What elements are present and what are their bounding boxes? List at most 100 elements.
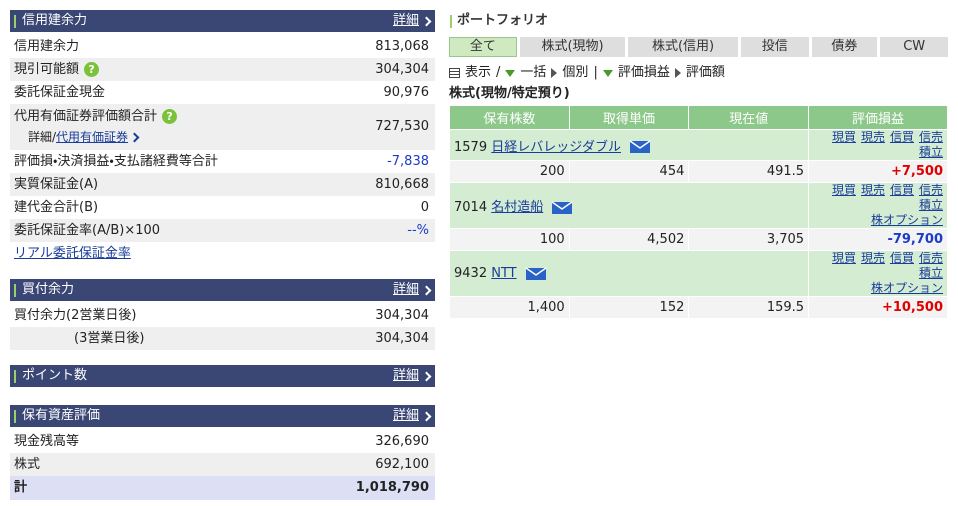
help-icon[interactable]: ? [84, 62, 100, 77]
action-link[interactable]: 信買 [889, 130, 914, 144]
holding-cost: 454 [568, 160, 690, 183]
action-link[interactable]: 積立 [918, 145, 943, 159]
help-icon[interactable]: ? [162, 109, 178, 124]
holding-price: 491.5 [688, 160, 810, 183]
table-body: 1579 日経レバレッジダブル 現買 現売 信買 信売積立 200 454 491.5 +7,5… [448, 129, 948, 319]
detail-link[interactable]: 詳細 [392, 368, 419, 383]
detail-link[interactable]: 詳細 [392, 13, 419, 28]
holding-cost: 4,502 [568, 228, 690, 251]
row-label: 委託保証金現金 [14, 81, 105, 104]
option-link[interactable]: 株オプション [870, 281, 943, 295]
tab[interactable]: 株式(信用) [628, 37, 738, 57]
margin-section: 信用建余力 詳細 信用建余力 813,068 現引可能額? 304,304 委託保証金現金 9… [10, 10, 435, 265]
action-link[interactable]: 現買 [831, 130, 856, 144]
tab[interactable]: CW [880, 37, 949, 57]
value: 810,668 [375, 177, 429, 192]
section-title: ポイント数 [22, 368, 88, 383]
action-link[interactable]: 現売 [860, 251, 885, 265]
stock-name[interactable]: 名村造船 [491, 200, 544, 215]
action-link[interactable]: 信売 [918, 251, 943, 265]
label: 評価損・決済損益・支払諸経費等合計 [14, 154, 218, 169]
tab[interactable]: 投信 [740, 37, 809, 57]
action-line: 現買 現売 信買 信売積立 [813, 130, 943, 160]
column-header: 取得単価 [568, 105, 690, 130]
action-link[interactable]: 積立 [918, 266, 943, 280]
chevron [421, 285, 432, 296]
value: --% [407, 223, 429, 238]
action-link[interactable]: 現売 [860, 130, 885, 144]
toolbar-item[interactable]: 一括 [520, 65, 547, 80]
holding-name-row: 9432 NTT 現買 現売 信買 信売積立 株オプション [448, 250, 948, 297]
sub-link[interactable]: 代用有価証券 [56, 130, 129, 144]
tab[interactable]: 株式(現物) [519, 37, 626, 57]
action-link[interactable]: 信買 [889, 183, 914, 197]
toolbar-item: | [593, 65, 598, 80]
detail-link[interactable]: 詳細 [392, 282, 419, 297]
section-header: 信用建余力 詳細 [10, 10, 435, 32]
row: 実質保証金(A) 810,668 [10, 173, 435, 196]
chevron [421, 16, 432, 27]
action-link[interactable]: 現買 [831, 183, 856, 197]
mail-icon[interactable] [629, 140, 651, 154]
column-header: 評価損益 [808, 105, 948, 130]
value: 0 [420, 200, 429, 215]
table-header: 保有株数 取得単価 現在値 評価損益 [449, 105, 948, 130]
toolbar-item[interactable]: 評価額 [685, 65, 725, 80]
stock-name[interactable]: NTT [491, 266, 517, 281]
label: (3営業日後) [74, 331, 145, 346]
row: リアル委託保証金率 [10, 242, 435, 265]
holding-cost: 152 [568, 296, 690, 319]
row-label: 実質保証金(A) [14, 173, 98, 196]
option-line: 株オプション [813, 281, 943, 296]
holdings-table: 保有株数 取得単価 現在値 評価損益 1579 日経レバレッジダブル 現買 現売 信買 信売積立… [448, 105, 948, 319]
action-link[interactable]: 信売 [918, 130, 943, 144]
option-link[interactable]: 株オプション [870, 213, 943, 227]
mail-icon[interactable] [551, 200, 573, 215]
toolbar-icon [674, 68, 681, 78]
assets-section: 保有資産評価 詳細 現金残高等 326,690 株式 692,100 計 1,018,790 [10, 405, 435, 500]
stock-code: 9432 [454, 266, 488, 281]
holding-quantity: 1,400 [449, 296, 570, 319]
action-link[interactable]: 積立 [918, 198, 943, 212]
holding-value-row: 1,400 152 159.5 +10,500 [449, 296, 948, 319]
row-label: 評価損・決済損益・支払諸経費等合計 [14, 150, 218, 173]
sub-line: 詳細/代用有価証券 [14, 127, 177, 147]
action-link[interactable]: 現売 [860, 183, 885, 197]
holding-quantity: 200 [449, 160, 570, 183]
label-line: 現引可能額? [14, 58, 100, 81]
list-icon [449, 68, 460, 78]
holding-pl: +7,500 [808, 160, 948, 183]
label-line: 委託保証金率(A/B)×100 [14, 219, 160, 242]
label-line: (3営業日後) [74, 327, 144, 350]
value: 304,304 [375, 62, 429, 77]
section-title: 保有資産評価 [22, 408, 101, 423]
actions: 現買 現売 信買 信売積立 株オプション [808, 182, 948, 229]
tab[interactable]: 債券 [811, 37, 878, 57]
toolbar-item[interactable]: 表示 [465, 65, 492, 80]
label: 現金残高等 [14, 434, 80, 449]
toolbar-item[interactable]: 評価損益 [617, 65, 670, 80]
row-label: 建代金合計(B) [14, 196, 98, 219]
action-link[interactable]: 信売 [918, 183, 943, 197]
row-label: 代用有価証券評価額合計? 詳細/代用有価証券 [14, 107, 178, 147]
mail-icon[interactable] [525, 266, 547, 281]
label-line: 買付余力(2営業日後) [14, 304, 136, 327]
detail-link[interactable]: 詳細 [392, 408, 419, 423]
total-row: 計 1,018,790 [10, 476, 435, 500]
link[interactable]: リアル委託保証金率 [14, 246, 131, 261]
row: (3営業日後) 304,304 [10, 327, 435, 350]
action-link[interactable]: 現買 [831, 251, 856, 265]
action-link[interactable]: 信買 [889, 251, 914, 265]
label-line: 実質保証金(A) [14, 173, 98, 196]
stock-name[interactable]: 日経レバレッジダブル [491, 139, 621, 155]
holding-name: 7014 名村造船 [448, 182, 810, 229]
label: 計 [14, 480, 28, 495]
row: 現引可能額? 304,304 [10, 58, 435, 81]
tab[interactable]: 全て [449, 37, 517, 57]
label: 建代金合計(B) [14, 200, 99, 215]
toolbar-item[interactable]: 個別 [562, 65, 589, 80]
stock-code: 1579 [454, 139, 488, 155]
row-label: 株式 [14, 453, 40, 476]
row-label: 買付余力(2営業日後) [14, 304, 136, 327]
